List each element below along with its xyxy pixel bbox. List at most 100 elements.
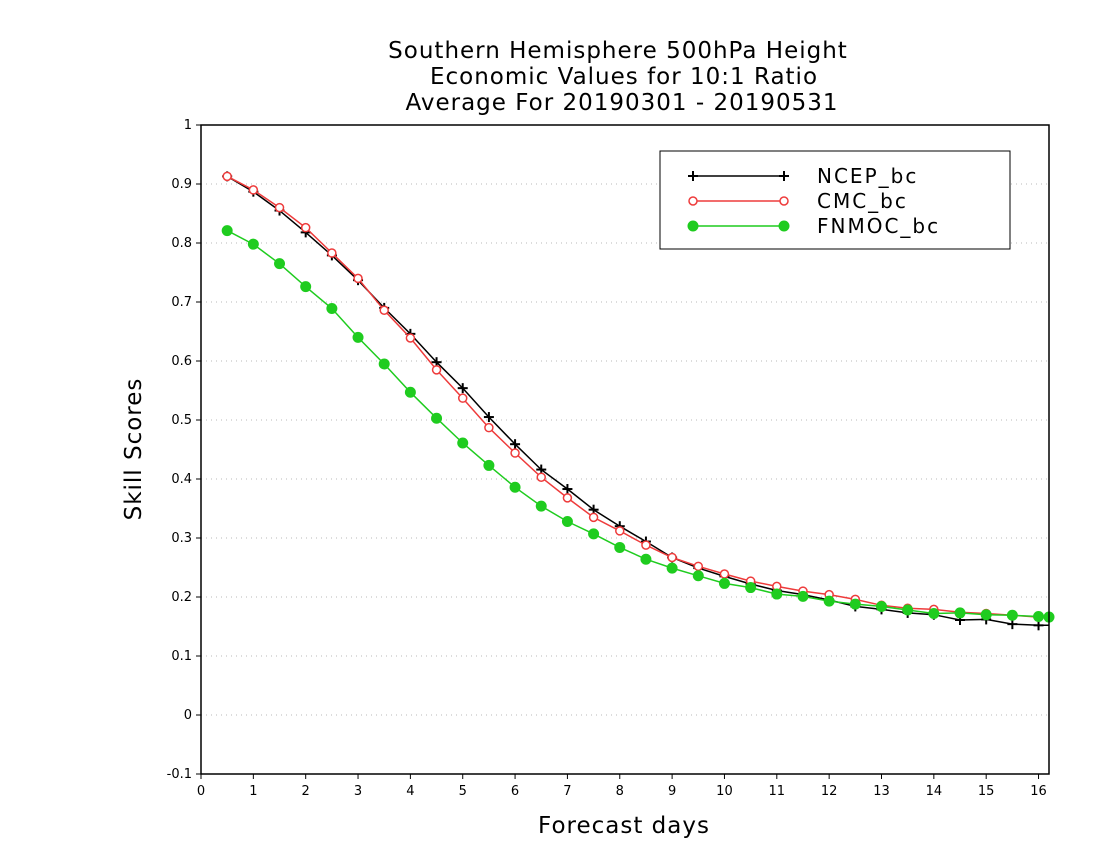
data-point-cmc-bc	[274, 202, 285, 213]
x-tick-label: 4	[406, 784, 414, 799]
y-axis-label: Skill Scores	[121, 378, 147, 521]
x-tick-label: 5	[459, 784, 467, 799]
series-layer	[221, 171, 1055, 631]
legend-item-cmc-bc: CMC_bc	[688, 189, 908, 213]
data-point-fnmoc-bc	[771, 588, 783, 600]
legend-label-cmc-bc: CMC_bc	[817, 189, 908, 213]
data-point-fnmoc-bc	[875, 600, 887, 612]
data-point-cmc-bc	[248, 185, 259, 195]
y-tick-label: -0.1	[167, 767, 192, 782]
x-tick-label: 13	[873, 784, 890, 799]
y-tick-label: 0.5	[171, 413, 192, 428]
y-tick-label: 0.7	[171, 295, 192, 310]
x-tick-label: 11	[769, 784, 786, 799]
chart-title: Southern Hemisphere 500hPa Height Econom…	[388, 38, 848, 116]
y-tick-label: 0.8	[171, 236, 192, 251]
x-tick-label: 14	[926, 784, 943, 799]
data-point-fnmoc-bc	[431, 412, 443, 424]
x-tick-label: 16	[1030, 784, 1047, 799]
x-tick-label: 0	[197, 784, 205, 799]
data-point-cmc-bc	[588, 512, 599, 523]
x-tick-label: 10	[716, 784, 733, 799]
data-point-fnmoc-bc	[640, 553, 652, 565]
x-tick-label: 15	[978, 784, 995, 799]
data-point-fnmoc-bc	[509, 481, 521, 493]
data-point-ncep-bc	[562, 484, 573, 495]
data-point-fnmoc-bc	[326, 302, 338, 314]
legend-label-fnmoc-bc: FNMOC_bc	[817, 214, 940, 238]
plot-frame	[200, 124, 1050, 775]
legend-item-fnmoc-bc: FNMOC_bc	[687, 214, 940, 238]
data-point-cmc-bc	[615, 526, 625, 536]
data-point-fnmoc-bc	[980, 609, 992, 621]
data-point-cmc-bc	[719, 569, 730, 579]
data-point-fnmoc-bc	[614, 541, 626, 553]
y-axis-ticks: -0.1 0 0.1 0.2 0.3 0.4 0.5 0.6 0.7 0.8 0.9 1	[167, 118, 201, 782]
x-tick-label: 12	[821, 784, 838, 799]
legend-marker-fnmoc-bc	[687, 220, 699, 232]
data-point-fnmoc-bc	[352, 331, 364, 343]
data-point-fnmoc-bc	[823, 595, 835, 607]
data-point-fnmoc-bc	[274, 258, 286, 270]
title-line-2: Economic Values for 10:1 Ratio	[430, 64, 818, 90]
data-point-cmc-bc	[562, 493, 573, 503]
data-point-fnmoc-bc	[1006, 609, 1018, 621]
y-tick-label: 0.2	[171, 590, 192, 605]
data-point-ncep-bc	[1033, 620, 1044, 631]
data-point-fnmoc-bc	[1033, 610, 1045, 622]
title-line-1: Southern Hemisphere 500hPa Height	[388, 38, 848, 64]
x-tick-label: 9	[668, 784, 676, 799]
data-point-cmc-bc	[536, 472, 546, 482]
y-tick-label: 0.3	[171, 531, 192, 546]
data-point-fnmoc-bc	[849, 598, 861, 610]
x-tick-label: 7	[563, 784, 571, 799]
y-tick-label: 0.4	[171, 472, 192, 487]
data-point-cmc-bc	[484, 422, 494, 433]
data-point-fnmoc-bc	[745, 582, 757, 594]
data-point-cmc-bc	[510, 448, 520, 458]
data-point-fnmoc-bc	[954, 607, 966, 619]
data-point-cmc-bc	[327, 248, 337, 258]
data-point-cmc-bc	[693, 561, 704, 572]
data-point-cmc-bc	[431, 365, 442, 375]
data-point-fnmoc-bc	[457, 437, 469, 449]
data-point-fnmoc-bc	[378, 358, 390, 370]
series-fnmoc-bc	[221, 225, 1055, 623]
data-point-fnmoc-bc	[404, 386, 416, 398]
data-point-cmc-bc	[300, 222, 311, 233]
x-tick-label: 3	[354, 784, 362, 799]
data-point-fnmoc-bc	[666, 562, 678, 574]
x-tick-label: 8	[616, 784, 624, 799]
legend-label-ncep-bc: NCEP_bc	[817, 164, 918, 188]
data-point-fnmoc-bc	[535, 500, 547, 512]
x-tick-label: 1	[249, 784, 257, 799]
data-point-fnmoc-bc	[692, 570, 704, 582]
legend-marker-ncep-bc	[688, 171, 698, 181]
data-point-fnmoc-bc	[483, 459, 495, 471]
data-point-cmc-bc	[641, 540, 651, 550]
y-tick-label: 0.9	[171, 177, 192, 192]
data-point-cmc-bc	[222, 171, 232, 182]
legend-marker-ncep-bc	[779, 171, 789, 181]
legend-box	[659, 150, 1011, 250]
data-point-cmc-bc	[405, 333, 416, 343]
data-point-cmc-bc	[353, 273, 363, 284]
y-tick-label: 0.1	[171, 649, 192, 664]
data-point-fnmoc-bc	[561, 515, 573, 527]
legend-marker-fnmoc-bc	[778, 220, 790, 232]
data-point-ncep-bc	[483, 412, 494, 423]
legend-item-ncep-bc: NCEP_bc	[688, 164, 918, 188]
data-point-ncep-bc	[457, 383, 468, 394]
x-tick-label: 6	[511, 784, 519, 799]
data-point-cmc-bc	[457, 393, 468, 403]
data-point-fnmoc-bc	[718, 577, 730, 589]
data-point-fnmoc-bc	[797, 590, 809, 602]
data-point-fnmoc-bc	[221, 225, 233, 237]
data-point-cmc-bc	[667, 552, 677, 563]
data-point-fnmoc-bc	[247, 238, 259, 250]
x-tick-label: 2	[302, 784, 310, 799]
data-point-fnmoc-bc	[588, 528, 600, 540]
